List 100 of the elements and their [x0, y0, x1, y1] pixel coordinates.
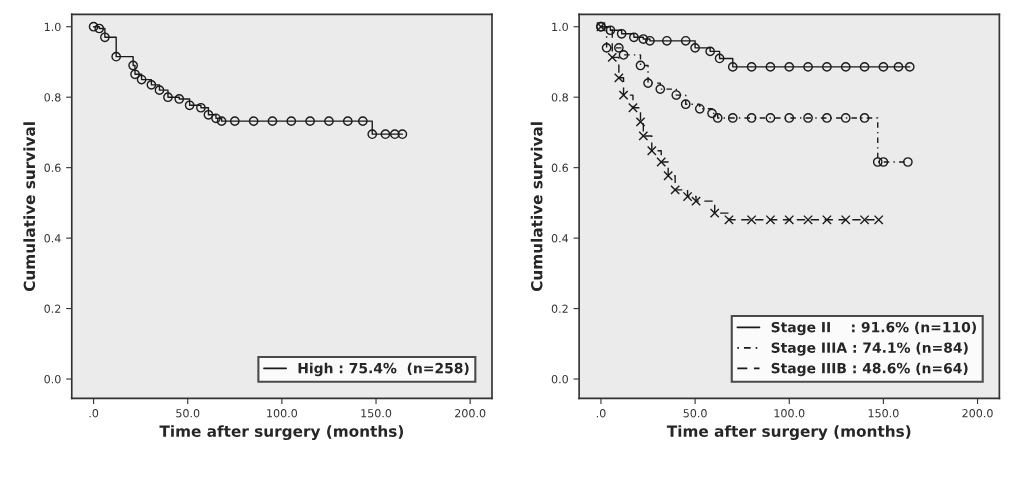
y-tick-label: 0.4: [44, 234, 61, 243]
point: [357, 116, 368, 127]
x-tick-label: .0: [89, 409, 99, 418]
point: [638, 131, 649, 141]
point: [88, 21, 99, 32]
point: [130, 69, 140, 80]
point: [655, 84, 666, 94]
x-tick-label: 100.0: [267, 409, 298, 418]
point: [656, 157, 667, 167]
legend-label: High : 75.4% (n=258): [298, 362, 469, 377]
point: [616, 28, 627, 39]
point: [893, 62, 904, 72]
point: [663, 170, 674, 181]
point: [690, 43, 700, 53]
y-axis-title: Cumulative survival: [23, 122, 36, 292]
point: [638, 34, 649, 44]
point: [822, 62, 832, 72]
point: [859, 62, 870, 72]
point: [367, 129, 378, 140]
point: [203, 109, 214, 120]
point: [146, 79, 157, 90]
point: [709, 208, 720, 218]
y-tick-label: 0.8: [551, 93, 568, 102]
point: [859, 214, 870, 225]
legend-label: Stage II : 91.6% (n=110): [771, 321, 976, 336]
point: [694, 103, 705, 114]
point: [184, 100, 195, 111]
point: [163, 92, 173, 103]
point: [712, 113, 723, 123]
point: [822, 214, 832, 225]
point: [286, 116, 297, 127]
point: [784, 113, 795, 123]
point: [629, 32, 639, 43]
x-tick-label: 150.0: [361, 409, 392, 418]
point: [136, 74, 147, 85]
point: [714, 53, 725, 64]
point: [727, 113, 738, 123]
legend-label: Stage IIIB : 48.6% (n=64): [771, 362, 968, 377]
y-tick-label: 0.2: [551, 304, 568, 313]
point: [305, 116, 315, 127]
point: [705, 46, 716, 57]
point: [229, 116, 240, 127]
point: [613, 43, 624, 53]
point: [211, 113, 221, 124]
point: [342, 116, 353, 127]
point: [618, 90, 629, 100]
point: [803, 214, 813, 225]
point: [646, 145, 657, 156]
y-axis-title: Cumulative survival: [530, 122, 543, 292]
point: [840, 214, 851, 225]
point: [607, 52, 618, 63]
x-axis-title: Time after surgery (months): [666, 425, 911, 441]
point: [380, 129, 391, 140]
point: [196, 102, 206, 113]
point: [154, 85, 165, 96]
point: [903, 157, 913, 167]
point: [248, 116, 259, 127]
point: [100, 32, 110, 43]
y-tick-label: 0.2: [44, 304, 61, 313]
x-tick-label: 50.0: [683, 409, 707, 418]
y-tick-label: 0.8: [44, 93, 61, 102]
point: [601, 43, 612, 53]
point: [746, 113, 757, 123]
y-tick-label: 0.6: [44, 163, 61, 173]
point: [111, 51, 122, 62]
point: [707, 108, 717, 119]
point: [878, 62, 889, 72]
point: [645, 35, 655, 46]
point: [216, 116, 227, 127]
point: [680, 35, 691, 46]
point: [618, 50, 629, 60]
point: [324, 116, 334, 127]
point: [670, 184, 681, 195]
y-tick-label: 0.6: [551, 163, 569, 173]
point: [746, 214, 757, 225]
point: [873, 214, 884, 225]
point: [662, 35, 672, 46]
point: [878, 157, 889, 167]
x-tick-label: 100.0: [774, 409, 805, 418]
point: [628, 102, 638, 113]
point: [613, 72, 624, 83]
point: [643, 78, 653, 88]
point: [174, 94, 185, 104]
point: [94, 23, 105, 34]
point: [822, 113, 832, 123]
x-tick-label: 50.0: [176, 409, 200, 418]
point: [765, 62, 776, 72]
x-tick-label: 200.0: [455, 409, 486, 418]
point: [784, 214, 795, 225]
point: [765, 214, 776, 225]
point: [671, 90, 682, 100]
y-tick-label: 0.0: [551, 375, 568, 384]
y-tick-label: 1.0: [44, 22, 61, 32]
point: [859, 113, 870, 123]
point: [397, 129, 408, 140]
x-tick-label: 200.0: [962, 409, 993, 418]
point: [724, 214, 734, 225]
point: [803, 113, 813, 123]
point: [691, 196, 701, 206]
legend-label: Stage IIIA : 74.1% (n=84): [771, 342, 968, 356]
